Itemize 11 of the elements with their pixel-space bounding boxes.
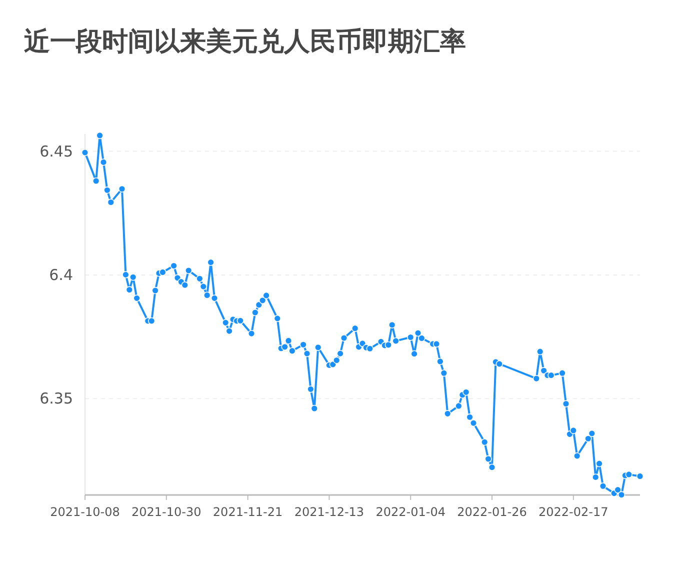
x-tick-label: 2021-10-30 <box>132 505 202 519</box>
title: 近一段时间以来美元兑人民币即期汇率 <box>24 27 466 57</box>
x-tick-label: 2021-10-08 <box>50 505 120 519</box>
y-tick-label: 6.35 <box>40 390 73 408</box>
x-tick-label: 2021-11-21 <box>212 505 283 519</box>
y-tick-label: 6.4 <box>49 266 73 284</box>
x-tick-label: 2022-02-17 <box>538 505 608 519</box>
y-tick-label: 6.45 <box>40 142 73 160</box>
x-tick-label: 2022-01-04 <box>376 505 446 519</box>
x-tick-label: 2022-01-26 <box>457 505 527 519</box>
x-tick-label: 2021-12-13 <box>294 505 364 519</box>
